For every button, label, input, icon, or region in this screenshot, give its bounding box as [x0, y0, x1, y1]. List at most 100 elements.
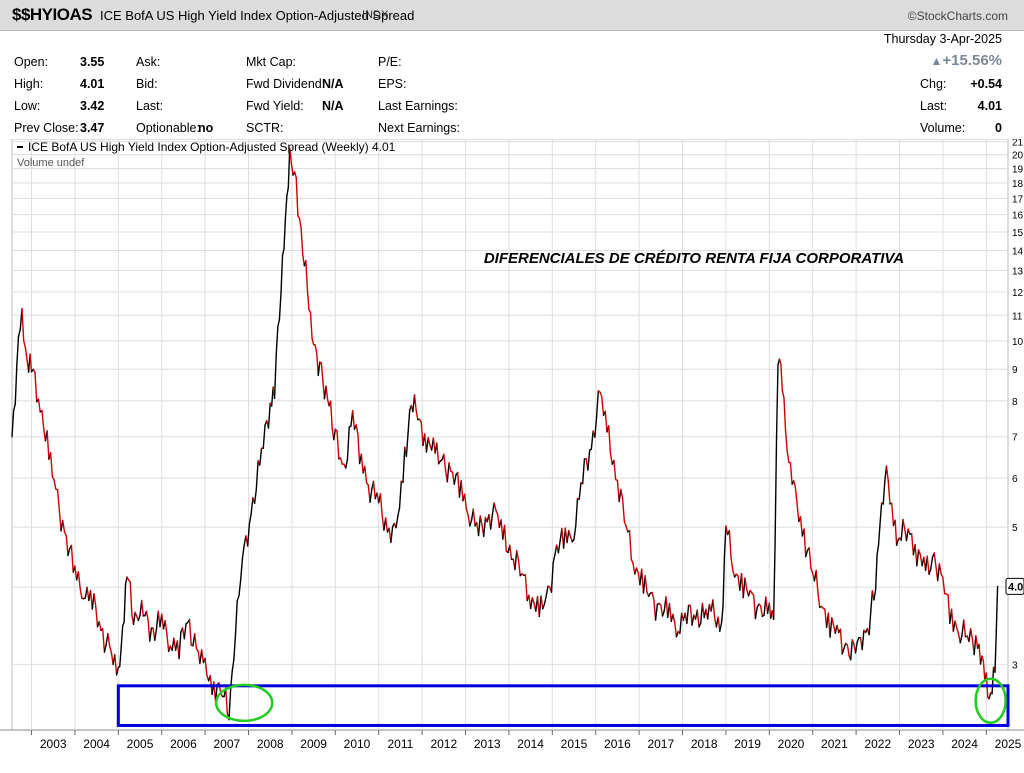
- series-segment: [315, 345, 317, 353]
- series-segment: [19, 330, 21, 337]
- series-segment: [652, 593, 654, 600]
- series-segment: [59, 510, 61, 531]
- series-segment: [795, 487, 797, 504]
- series-segment: [645, 576, 647, 592]
- series-segment: [236, 601, 238, 635]
- series-segment: [919, 550, 921, 555]
- series-segment: [347, 427, 349, 459]
- series-segment: [720, 623, 722, 632]
- series-segment: [591, 431, 593, 449]
- series-segment: [786, 431, 788, 451]
- series-segment: [957, 628, 959, 634]
- series-segment: [505, 525, 507, 551]
- x-tick-label-2012: 2012: [430, 737, 457, 751]
- series-segment: [871, 591, 873, 612]
- y-tick-label-16: 16: [1012, 211, 1024, 222]
- series-segment: [697, 610, 699, 627]
- series-segment: [952, 609, 954, 631]
- series-segment: [454, 475, 456, 485]
- x-tick-label-2005: 2005: [127, 737, 154, 751]
- series-segment: [195, 634, 197, 649]
- series-segment: [955, 621, 957, 628]
- series-segment: [226, 688, 228, 713]
- series-segment: [874, 590, 876, 600]
- series-segment: [939, 564, 941, 574]
- last-value: 4.01: [978, 99, 1002, 113]
- series-segment: [239, 580, 241, 596]
- series-segment: [237, 596, 239, 601]
- series-segment: [121, 626, 122, 647]
- quote-panel: Open: 3.55 High: 4.01 Low: 3.42 Prev Clo…: [0, 31, 1024, 137]
- series-segment: [295, 172, 297, 178]
- series-segment: [80, 588, 82, 598]
- series-segment: [147, 611, 149, 620]
- high-value: 4.01: [80, 77, 104, 91]
- series-segment: [54, 480, 56, 489]
- y-tick-label-12: 12: [1012, 288, 1024, 299]
- x-tick-label-2009: 2009: [300, 737, 327, 751]
- series-segment: [888, 481, 890, 504]
- series-segment: [567, 531, 569, 543]
- prev-close-label: Prev Close:: [14, 121, 79, 135]
- series-segment: [687, 605, 689, 623]
- series-segment: [321, 363, 323, 381]
- series-segment: [579, 483, 581, 500]
- x-tick-label-2010: 2010: [344, 737, 371, 751]
- series-segment: [774, 542, 775, 619]
- series-segment: [232, 659, 234, 670]
- series-segment: [583, 459, 585, 484]
- series-segment: [51, 453, 53, 476]
- mktcap-label: Mkt Cap:: [246, 55, 296, 69]
- change-percent-value: +15.56%: [942, 52, 1002, 69]
- series-segment: [624, 521, 626, 526]
- series-segment: [731, 559, 733, 571]
- series-segment: [437, 443, 439, 464]
- series-segment: [553, 555, 555, 563]
- last-earnings-label: Last Earnings:: [378, 99, 458, 113]
- next-earnings-label: Next Earnings:: [378, 121, 460, 135]
- series-segment: [468, 515, 470, 526]
- series-segment: [479, 516, 481, 536]
- legend-series-label: ICE BofA US High Yield Index Option-Adju…: [28, 140, 396, 154]
- x-tick-label-2011: 2011: [388, 737, 414, 751]
- series-segment: [777, 365, 778, 437]
- high-label: High:: [14, 77, 43, 91]
- series-segment: [892, 503, 894, 525]
- series-segment: [602, 397, 604, 415]
- series-segment: [318, 362, 320, 375]
- series-segment: [415, 395, 417, 410]
- copyright-label: ©StockCharts.com: [908, 9, 1008, 23]
- series-segment: [14, 404, 16, 410]
- series-segment: [569, 531, 571, 537]
- series-segment: [847, 645, 849, 656]
- series-segment: [680, 613, 682, 633]
- series-segment: [623, 499, 625, 522]
- series-segment: [260, 448, 262, 465]
- series-segment: [358, 434, 360, 463]
- series-segment: [992, 667, 993, 693]
- y-tick-label-5: 5: [1012, 523, 1018, 534]
- series-segment: [276, 327, 278, 356]
- series-segment: [600, 392, 602, 397]
- series-segment: [326, 386, 328, 399]
- series-segment: [862, 630, 864, 649]
- bid-label: Bid:: [136, 77, 158, 91]
- series-segment: [234, 634, 236, 659]
- series-segment: [851, 640, 853, 660]
- series-segment: [782, 391, 784, 398]
- series-segment: [341, 458, 343, 464]
- series-segment: [150, 628, 152, 641]
- series-segment: [447, 463, 449, 482]
- series-segment: [895, 520, 896, 545]
- series-segment: [545, 596, 547, 604]
- series-segment: [403, 447, 405, 482]
- series-segment: [398, 508, 400, 517]
- spread-series: [12, 148, 998, 720]
- series-segment: [42, 411, 44, 429]
- series-segment: [818, 592, 820, 607]
- series-segment: [816, 571, 818, 593]
- y-tick-label-21: 21: [1012, 139, 1024, 149]
- series-segment: [595, 417, 597, 437]
